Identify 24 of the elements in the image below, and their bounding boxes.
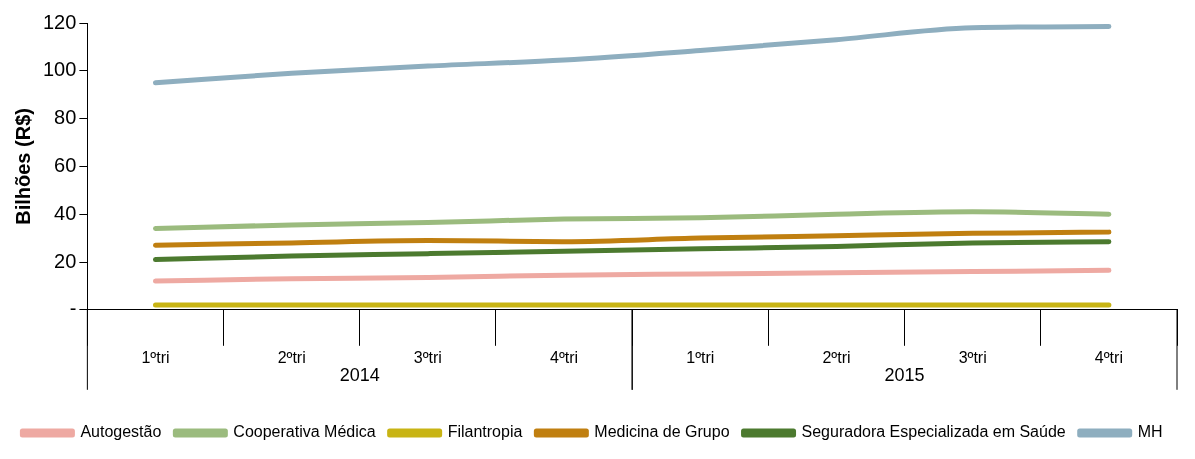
legend-label: Cooperativa Médica <box>233 423 376 441</box>
legend-label: Filantropia <box>447 423 523 441</box>
y-tick-label: 120 <box>42 10 77 33</box>
legend-label: MH <box>1137 423 1163 441</box>
x-tick-label: 4ºtri <box>1094 348 1123 366</box>
y-tick-label: - <box>69 297 77 320</box>
text: 2015 <box>884 364 925 385</box>
y-tick-label: 100 <box>42 58 77 81</box>
x-tick-label: 4ºtri <box>550 348 579 366</box>
legend-label: Seguradora Especializada em Saúde <box>801 423 1066 441</box>
x-tick-label: 3ºtri <box>413 348 442 366</box>
y-tick-label: 60 <box>54 153 77 176</box>
legend-label: Medicina de Grupo <box>594 423 730 441</box>
x-tick-label: 2ºtri <box>277 348 306 366</box>
text: 2014 <box>339 364 380 385</box>
x-tick-label: 3ºtri <box>958 348 987 366</box>
y-tick-label: 80 <box>54 106 77 129</box>
legend-label: Autogestão <box>80 423 162 441</box>
y-tick-label: 40 <box>54 201 77 224</box>
y-tick-label: 20 <box>54 249 77 272</box>
x-tick-label: 2ºtri <box>822 348 851 366</box>
y-axis-title: Bilhões (R$) <box>11 108 34 225</box>
x-tick-label: 1ºtri <box>141 348 170 366</box>
x-tick-label: 1ºtri <box>686 348 715 366</box>
